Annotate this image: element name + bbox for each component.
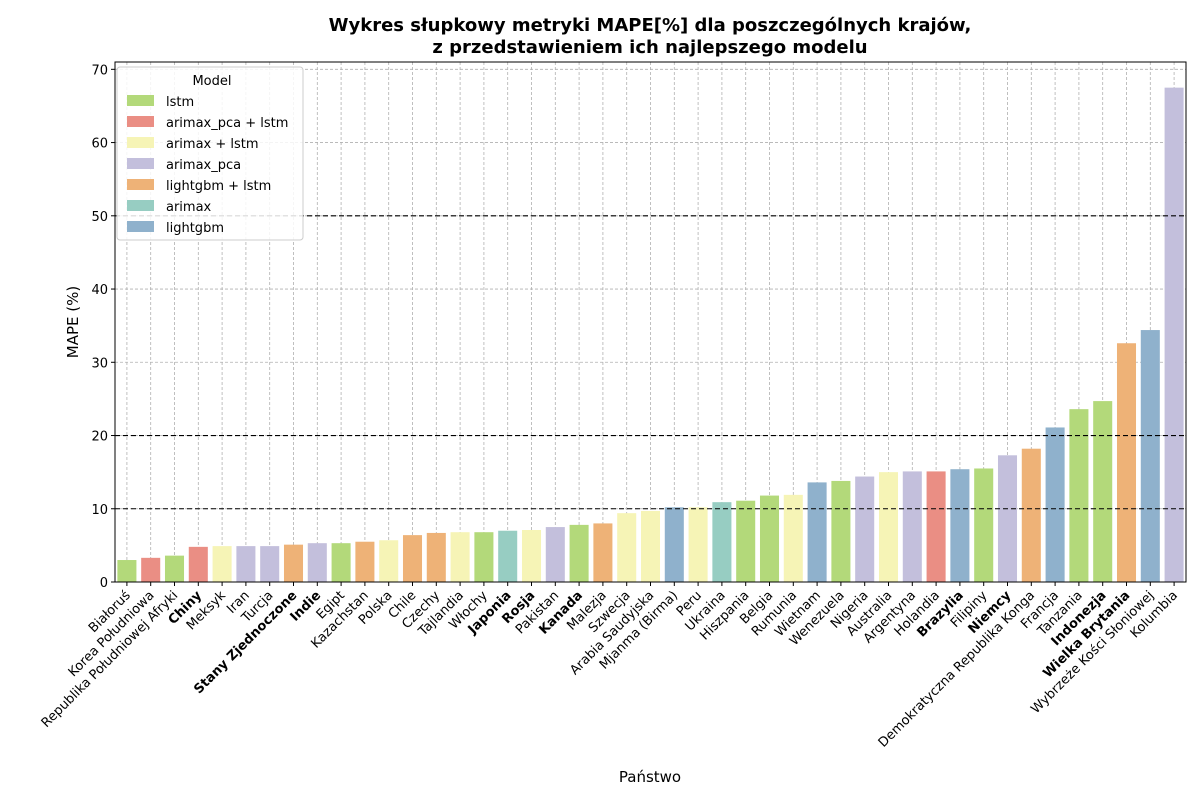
legend-swatch: [127, 95, 154, 106]
bar: [1069, 409, 1089, 582]
y-tick-label: 70: [91, 63, 108, 78]
y-axis-label: MAPE (%): [64, 286, 82, 358]
legend-swatch: [127, 158, 154, 169]
legend-label: lightgbm: [166, 221, 224, 236]
bar: [640, 510, 661, 582]
bar: [950, 469, 970, 582]
bar: [593, 523, 613, 582]
bar: [974, 468, 994, 582]
bar: [307, 543, 327, 582]
bar: [712, 502, 732, 582]
bar: [831, 480, 851, 582]
chart-title-line2: z przedstawieniem ich najlepszego modelu: [432, 37, 867, 58]
bar: [1116, 343, 1137, 582]
legend-swatch: [127, 200, 154, 211]
bar: [498, 530, 518, 582]
y-tick-label: 0: [100, 576, 108, 591]
bar: [260, 546, 280, 582]
bar: [617, 513, 637, 582]
x-axis-label: Państwo: [619, 768, 681, 786]
legend-swatch: [127, 221, 154, 232]
legend-label: lstm: [166, 95, 194, 110]
bar: [569, 524, 589, 582]
grid: [115, 62, 1186, 583]
legend-label: arimax: [166, 200, 212, 215]
bar: [664, 507, 684, 582]
chart-title-line1: Wykres słupkowy metryki MAPE[%] dla posz…: [329, 15, 972, 36]
bar: [878, 472, 899, 582]
bar: [545, 527, 565, 582]
bar: [426, 532, 446, 582]
legend-label: arimax + lstm: [166, 137, 259, 152]
bar: [521, 530, 542, 582]
bar: [926, 471, 946, 582]
bar: [379, 540, 399, 582]
bar: [1164, 87, 1184, 583]
bar: [450, 532, 470, 582]
bar: [1021, 448, 1041, 582]
bar: [783, 494, 803, 582]
y-tick-label: 40: [91, 283, 108, 298]
bar: [188, 546, 208, 582]
bar: [688, 507, 708, 582]
bar: [402, 535, 423, 582]
legend-swatch: [127, 116, 154, 127]
bar: [902, 471, 922, 582]
legend-label: arimax_pca + lstm: [166, 116, 288, 131]
legend-box: [116, 66, 304, 241]
y-tick-label: 20: [91, 430, 108, 445]
y-tick-label: 10: [91, 503, 108, 518]
legend-title: Model: [192, 74, 231, 89]
legend-label: arimax_pca: [166, 158, 241, 173]
bar: [997, 455, 1018, 582]
bar: [736, 500, 756, 582]
bar: [117, 560, 137, 582]
legend: Model lstm arimax_pca + lstm arimax + lstm…: [116, 66, 304, 241]
bar: [1045, 427, 1065, 582]
y-tick-label: 50: [91, 210, 108, 225]
legend-swatch: [127, 179, 154, 190]
legend-entries: lstm arimax_pca + lstm arimax + lstm arimax…: [127, 95, 288, 236]
bar: [236, 546, 256, 582]
bar: [807, 482, 827, 582]
y-tick-label: 60: [91, 137, 108, 152]
legend-label: lightgbm + lstm: [166, 179, 271, 194]
bar: [331, 543, 351, 582]
y-ticks: 0 10 20 30 40 50 60 70: [91, 63, 115, 591]
bar: [212, 546, 232, 582]
bar: [164, 555, 185, 582]
bar: [759, 495, 780, 582]
y-tick-label: 30: [91, 356, 108, 371]
bar: [141, 557, 161, 582]
bar: [1140, 330, 1160, 582]
bar: [355, 541, 375, 582]
bar: [283, 544, 304, 582]
bar: [855, 476, 875, 582]
bar: [1093, 401, 1113, 582]
bars: [117, 87, 1184, 583]
legend-swatch: [127, 137, 154, 148]
bar: [474, 532, 494, 582]
